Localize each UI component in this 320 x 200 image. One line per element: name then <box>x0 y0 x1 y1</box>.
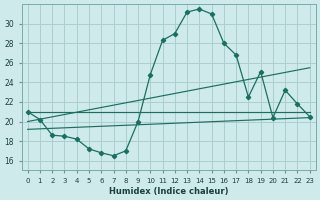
X-axis label: Humidex (Indice chaleur): Humidex (Indice chaleur) <box>109 187 228 196</box>
